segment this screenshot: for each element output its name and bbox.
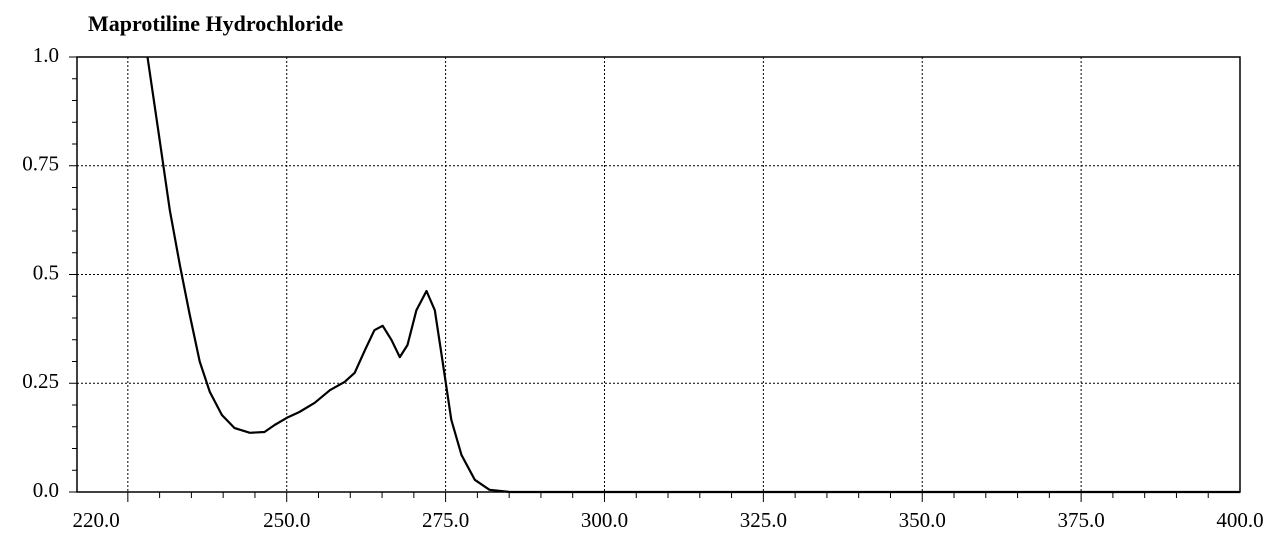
x-tick-label: 350.0 (899, 508, 946, 532)
y-tick-label: 0.75 (22, 152, 59, 176)
x-tick-label: 300.0 (581, 508, 628, 532)
y-tick-label: 1.0 (33, 43, 59, 67)
x-tick-label: 375.0 (1057, 508, 1104, 532)
chart-title: Maprotiline Hydrochloride (88, 11, 343, 36)
spectrum-line (146, 56, 1240, 494)
y-tick-label: 0.5 (33, 260, 59, 284)
y-tick-label: 0.25 (22, 369, 59, 393)
x-tick-label: 220.0 (72, 508, 119, 532)
y-tick-label: 0.0 (33, 478, 59, 502)
x-tick-label: 400.0 (1216, 508, 1263, 532)
x-tick-label: 275.0 (422, 508, 469, 532)
x-tick-label: 325.0 (740, 508, 787, 532)
x-tick-label: 250.0 (263, 508, 310, 532)
